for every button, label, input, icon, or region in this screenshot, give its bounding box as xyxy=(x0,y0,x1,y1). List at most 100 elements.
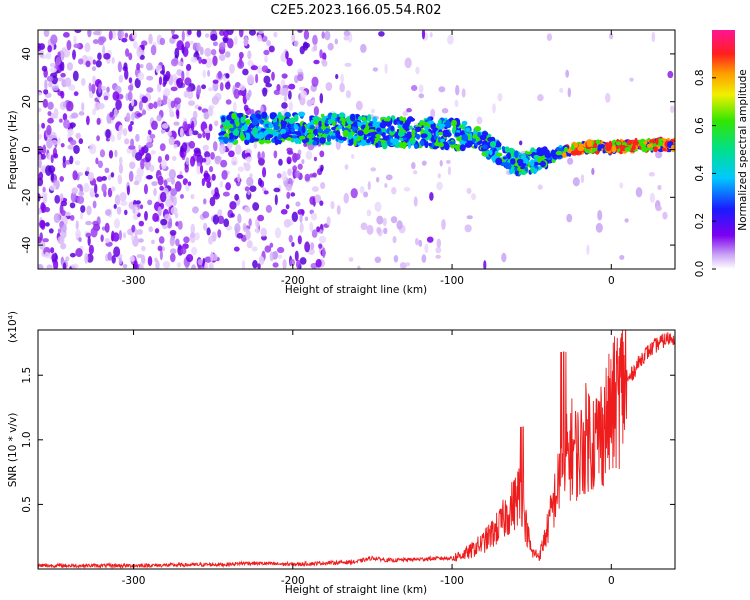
spectrogram-speckle xyxy=(124,68,129,80)
spectrogram-speckle xyxy=(166,177,172,183)
spectrogram-speckle xyxy=(73,91,79,97)
spectrogram-speckle xyxy=(49,67,57,73)
spectrogram-signal xyxy=(366,138,371,144)
spectrogram-signal xyxy=(249,135,256,144)
spectrogram-speckle xyxy=(72,170,78,181)
spectrogram-signal xyxy=(285,136,293,141)
spectrogram-speckle xyxy=(197,258,203,266)
spectrogram-speckle xyxy=(102,45,106,56)
spectrogram-signal xyxy=(456,136,462,142)
spectrogram-speckle xyxy=(273,31,278,38)
spectrogram-signal xyxy=(351,125,357,131)
spectrogram-signal xyxy=(555,150,563,156)
spectrogram-speckle xyxy=(461,88,466,98)
snr-x-ticks: -300 -200 -100 0 xyxy=(122,330,615,587)
snr-plot-area xyxy=(38,330,675,569)
spectrogram-speckle xyxy=(72,70,79,82)
spectrogram-speckle xyxy=(171,30,175,36)
spectrogram-speckle xyxy=(403,186,411,192)
spectrogram-speckle xyxy=(84,42,91,53)
spectrogram-speckle xyxy=(297,209,305,216)
spectrogram-signal xyxy=(245,132,251,141)
spectrogram-speckle xyxy=(367,181,371,191)
spectrogram-speckle xyxy=(180,145,184,153)
spectrogram-speckle xyxy=(159,70,165,75)
spectrogram-speckle xyxy=(261,65,269,73)
y-tick-label: -20 xyxy=(21,189,33,206)
spectrogram-speckle xyxy=(188,140,196,149)
spectrogram-speckle xyxy=(92,30,101,36)
spectrogram-speckle xyxy=(170,206,178,215)
spectrogram-speckle xyxy=(303,30,310,40)
y-tick-label: -40 xyxy=(21,237,33,254)
spectrogram-signal xyxy=(319,137,326,144)
spectrogram-speckle xyxy=(202,131,206,139)
spectrogram-speckle xyxy=(201,84,206,90)
spectrogram-speckle xyxy=(175,238,180,247)
spectrogram-speckle xyxy=(170,248,177,255)
spectrogram-signal xyxy=(419,120,426,126)
spectrogram-speckle xyxy=(311,229,318,238)
spectrogram-signal xyxy=(496,152,503,157)
spectrogram-speckle xyxy=(54,194,61,204)
spectrogram-speckle xyxy=(277,246,285,254)
spectrogram-speckle xyxy=(198,106,202,111)
spectrogram-speckle xyxy=(42,144,47,155)
spectrogram-speckle xyxy=(44,79,48,91)
spectrogram-signal xyxy=(268,128,274,135)
spectrogram-speckle xyxy=(69,252,76,258)
spectrogram-speckle xyxy=(117,61,122,73)
spectrogram-speckle xyxy=(218,42,226,50)
spectrogram-speckle xyxy=(230,213,235,218)
spectrogram-speckle xyxy=(320,182,326,190)
spectrogram-signal xyxy=(435,130,440,137)
spectrogram-speckle xyxy=(219,82,224,92)
spectrogram-speckle xyxy=(145,141,153,149)
spectrogram-speckle xyxy=(107,187,113,198)
spectrogram-speckle xyxy=(294,153,301,161)
spectrogram-signal xyxy=(367,114,372,122)
spectrogram-speckle xyxy=(406,108,412,113)
spectrogram-speckle xyxy=(184,41,191,49)
spectrogram-speckle xyxy=(127,90,133,102)
spectrogram-speckle xyxy=(110,134,116,143)
spectrogram-signal xyxy=(372,122,377,127)
spectrogram-speckle xyxy=(318,243,323,249)
spectrogram-y-ticks: -40 -20 0 20 40 xyxy=(21,47,675,254)
spectrogram-speckle xyxy=(222,191,230,197)
spectrogram-speckle xyxy=(372,67,379,72)
spectrogram-signal xyxy=(273,122,280,126)
spectrogram-signal xyxy=(309,124,315,130)
spectrogram-speckle xyxy=(559,87,564,94)
spectrogram-signal xyxy=(281,133,289,139)
spectrogram-speckle xyxy=(258,30,264,34)
spectrogram-speckle xyxy=(175,109,180,116)
spectrogram-speckle xyxy=(286,191,291,199)
spectrogram-speckle xyxy=(108,150,114,159)
spectrogram-speckle xyxy=(139,204,144,210)
spectrogram-speckle xyxy=(411,162,416,170)
spectrogram-speckle xyxy=(137,238,144,243)
spectrogram-speckle xyxy=(47,152,51,160)
spectrogram-speckle xyxy=(238,51,244,59)
spectrogram-x-ticks: -300 -200 -100 0 xyxy=(122,30,615,287)
spectrogram-signal xyxy=(646,143,654,148)
spectrogram-speckle xyxy=(415,66,420,75)
snr-y-ticks: 0.5 1.0 1.5 xyxy=(21,367,675,513)
spectrogram-speckle xyxy=(269,251,274,262)
spectrogram-speckle xyxy=(217,215,225,225)
spectrogram-signal xyxy=(408,117,416,122)
spectrogram-speckle xyxy=(66,40,72,51)
spectrogram-speckle xyxy=(299,213,303,223)
spectrogram-speckle xyxy=(248,218,252,227)
spectrogram-speckle xyxy=(169,111,175,118)
spectrogram-signal xyxy=(273,125,280,131)
spectrogram-signal xyxy=(570,150,576,156)
y-tick-label: 1.5 xyxy=(21,367,33,384)
spectrogram-speckle xyxy=(399,262,407,269)
spectrogram-speckle xyxy=(81,77,86,86)
spectrogram-signal xyxy=(243,123,248,131)
spectrogram-signal xyxy=(318,129,324,134)
chart-title: C2E5.2023.166.05.54.R02 xyxy=(270,3,441,18)
spectrogram-speckle xyxy=(271,71,275,81)
